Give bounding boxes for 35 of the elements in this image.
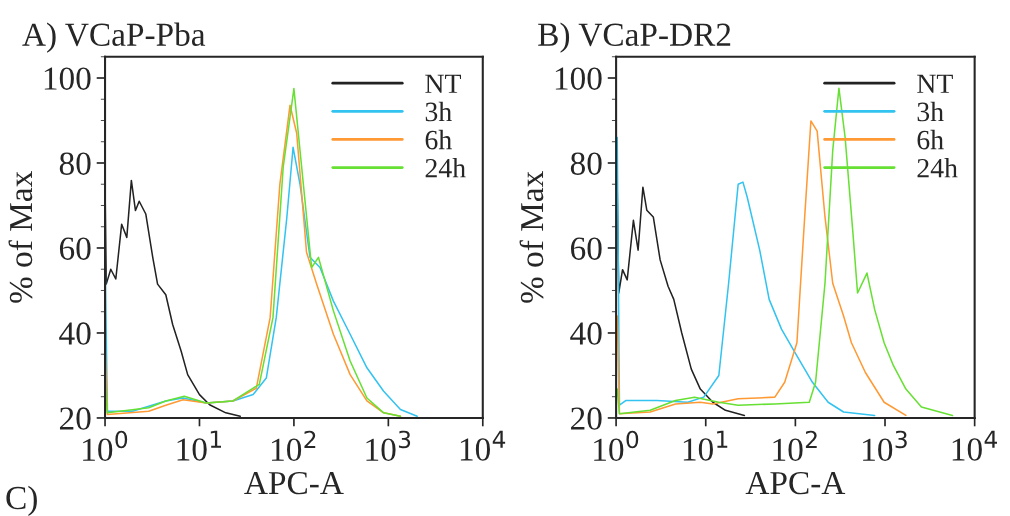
x-axis-title: APC-A xyxy=(745,471,846,495)
x-tick-label: 10$^{1}$ xyxy=(177,430,221,461)
y-tick-label: 20 xyxy=(571,407,602,430)
y-tick-label: 60 xyxy=(571,237,602,260)
y-tick-label: 40 xyxy=(59,322,91,345)
y-tick-label: 60 xyxy=(59,237,91,260)
x-tick-label: 10$^{1}$ xyxy=(683,430,728,461)
legend-label: 3h xyxy=(425,101,452,122)
x-tick-label: 10$^{0}$ xyxy=(83,430,128,462)
y-axis-title: % of Max xyxy=(519,171,544,303)
y-tick-label: 100 xyxy=(555,67,602,90)
x-tick-label: 10$^{3}$ xyxy=(863,430,907,462)
y-tick-label: 20 xyxy=(59,407,91,430)
x-tick-label: 10$^{4}$ xyxy=(460,430,506,461)
legend-label: NT xyxy=(917,74,953,93)
legend-label: 6h xyxy=(917,129,944,150)
legend-label: 24h xyxy=(917,158,958,178)
x-tick-label: 10$^{3}$ xyxy=(366,430,411,462)
legend-label: 24h xyxy=(425,158,466,178)
x-tick-label: 10$^{2}$ xyxy=(272,430,316,462)
x-axis-title: APC-A xyxy=(244,471,344,495)
y-tick-label: 40 xyxy=(570,322,602,345)
x-tick-label: 10$^{4}$ xyxy=(952,430,998,461)
legend-label: 6h xyxy=(425,129,452,150)
x-tick-label: 10$^{0}$ xyxy=(594,430,639,462)
y-tick-label: 100 xyxy=(44,67,91,90)
y-tick-label: 80 xyxy=(570,152,602,175)
y-tick-label: 80 xyxy=(59,152,91,175)
chart-title: B) VCaP-DR2 xyxy=(538,22,731,53)
y-axis-title: % of Max xyxy=(8,171,33,303)
legend-label: 3h xyxy=(917,101,944,122)
legend-label: NT xyxy=(425,74,462,93)
text: C) xyxy=(6,485,37,516)
x-tick-label: 10$^{2}$ xyxy=(773,430,817,462)
chart-title: A) VCaP-Pba xyxy=(22,22,206,53)
